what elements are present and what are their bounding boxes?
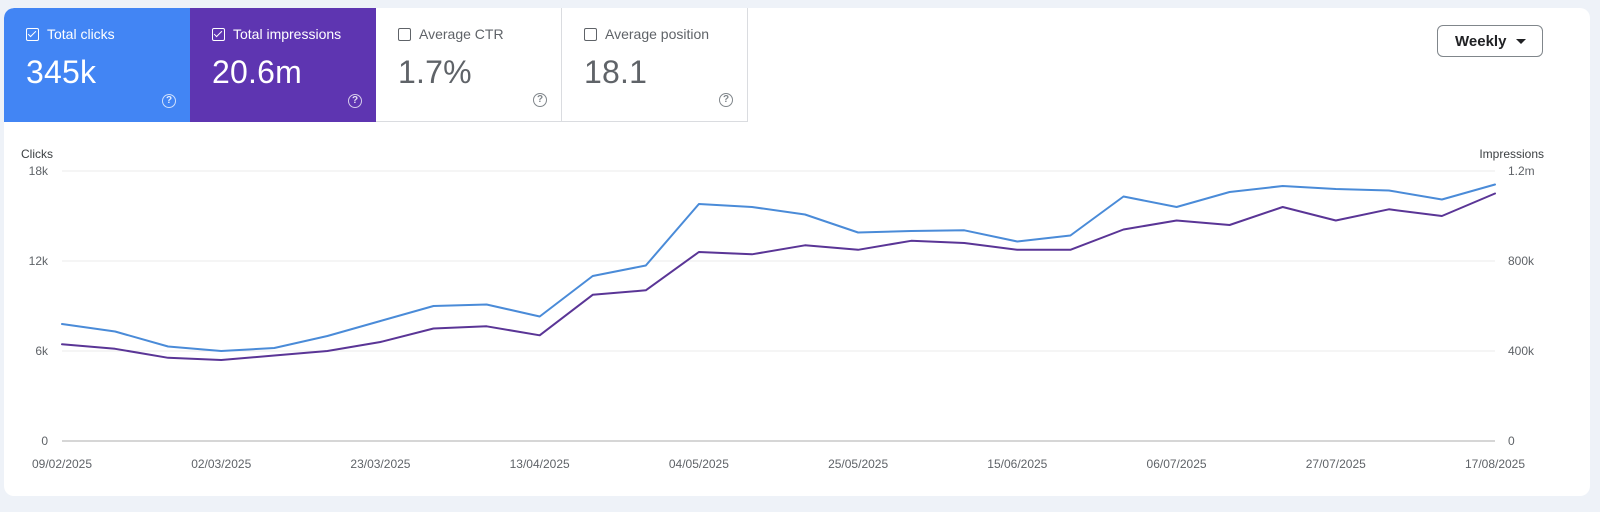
x-tick-label: 23/03/2025: [350, 457, 410, 471]
help-icon[interactable]: ?: [719, 93, 733, 107]
x-tick-label: 15/06/2025: [987, 457, 1047, 471]
y-tick-label-left: 12k: [29, 254, 49, 268]
caret-down-icon: [1516, 39, 1526, 44]
metric-card-average-position[interactable]: Average position 18.1 ?: [562, 8, 748, 122]
metric-card-average-ctr[interactable]: Average CTR 1.7% ?: [376, 8, 562, 122]
y-tick-label-right: 400k: [1508, 344, 1535, 358]
checkbox-unchecked-icon[interactable]: [584, 27, 597, 41]
metric-card-total-impressions[interactable]: Total impressions 20.6m ?: [190, 8, 376, 122]
granularity-dropdown[interactable]: Weekly: [1437, 25, 1543, 57]
y-tick-label-left: 0: [41, 434, 48, 448]
metric-value: 18.1: [584, 54, 648, 90]
metric-cards: Total clicks 345k ? Total impressions 20…: [4, 8, 748, 122]
x-tick-label: 13/04/2025: [510, 457, 570, 471]
x-tick-label: 17/08/2025: [1465, 457, 1525, 471]
series-line-impressions: [61, 192, 1496, 361]
y-axis-title-left: Clicks: [21, 147, 53, 161]
checkbox-checked-icon[interactable]: [26, 27, 39, 41]
metric-value: 345k: [26, 54, 97, 90]
metric-label: Average CTR: [419, 26, 504, 42]
series-line-clicks: [61, 183, 1496, 352]
x-tick-label: 06/07/2025: [1147, 457, 1207, 471]
y-tick-label-right: 1.2m: [1508, 164, 1535, 178]
x-tick-label: 04/05/2025: [669, 457, 729, 471]
y-tick-label-right: 800k: [1508, 254, 1535, 268]
metric-card-total-clicks[interactable]: Total clicks 345k ?: [4, 8, 190, 122]
checkbox-unchecked-icon[interactable]: [398, 27, 411, 41]
x-tick-label: 25/05/2025: [828, 457, 888, 471]
help-icon[interactable]: ?: [533, 93, 547, 107]
y-axis-title-right: Impressions: [1479, 147, 1544, 161]
help-icon[interactable]: ?: [162, 94, 176, 108]
help-icon[interactable]: ?: [348, 94, 362, 108]
x-tick-label: 02/03/2025: [191, 457, 251, 471]
y-tick-label-right: 0: [1508, 434, 1515, 448]
metric-label: Average position: [605, 26, 710, 42]
x-tick-label: 27/07/2025: [1306, 457, 1366, 471]
granularity-value: Weekly: [1455, 32, 1507, 50]
checkbox-checked-icon[interactable]: [212, 27, 225, 41]
performance-line-chart: 0 6k 12k 18k 0 400k 800k 1.2m 09/02/2025 02/03/20…: [29, 164, 1535, 471]
x-tick-label: 09/02/2025: [32, 457, 92, 471]
metric-value: 20.6m: [212, 54, 302, 90]
metric-label: Total clicks: [47, 26, 115, 42]
y-tick-label-left: 18k: [29, 164, 49, 178]
metric-label: Total impressions: [233, 26, 342, 42]
performance-panel: Total clicks 345k ? Total impressions 20…: [4, 8, 1590, 496]
y-tick-label-left: 6k: [35, 344, 49, 358]
metric-value: 1.7%: [398, 54, 472, 90]
